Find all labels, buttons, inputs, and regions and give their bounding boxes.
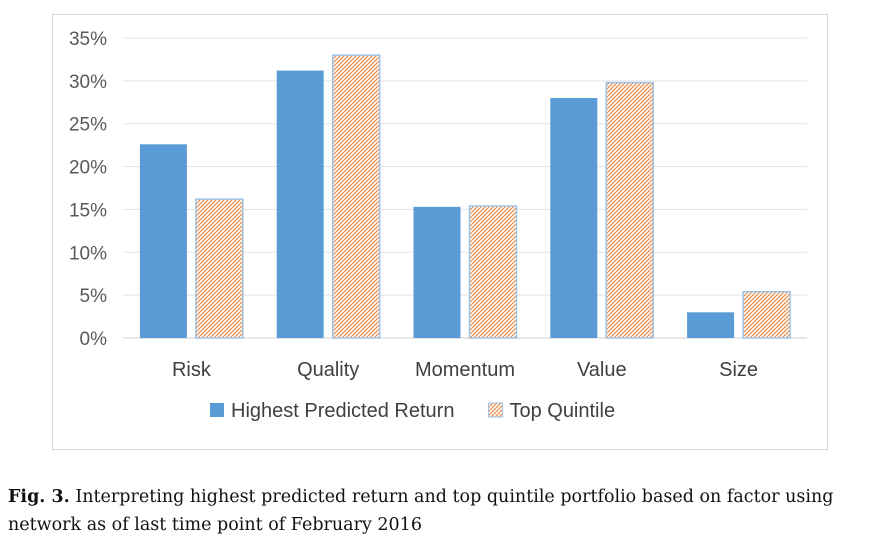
- y-tick-label: 10%: [69, 243, 107, 264]
- bar-chart: 0% 5% 10% 15% 20% 25% 30% 35% Risk Quality Moment…: [69, 29, 807, 422]
- bar-highest-predicted-return-risk: [139, 144, 187, 338]
- figure-caption: Fig. 3. Interpreting highest predicted r…: [8, 483, 878, 539]
- x-category-label: Risk: [172, 359, 212, 381]
- bar-highest-predicted-return-size: [687, 312, 735, 338]
- caption-label: Fig. 3.: [8, 487, 70, 507]
- x-category-label: Quality: [297, 359, 359, 381]
- bar-highest-predicted-return-value: [550, 98, 598, 338]
- legend: Highest Predicted Return Top Quintile: [210, 400, 615, 422]
- legend-label: Top Quintile: [509, 400, 615, 422]
- bar-top-quintile-quality: [331, 54, 381, 339]
- bar-highest-predicted-return-momentum: [413, 206, 461, 338]
- y-tick-label: 30%: [69, 72, 107, 93]
- y-tick-label: 20%: [69, 158, 107, 179]
- bars: [139, 54, 791, 339]
- bar-highest-predicted-return-quality: [276, 70, 324, 339]
- bar-top-quintile-momentum: [468, 205, 518, 339]
- bar-top-quintile-risk: [195, 198, 244, 339]
- bar-top-quintile-size: [742, 290, 791, 339]
- y-tick-label: 0%: [80, 329, 108, 350]
- x-category-label: Size: [719, 359, 758, 381]
- chart-frame: 0% 5% 10% 15% 20% 25% 30% 35% Risk Quality Moment…: [52, 14, 828, 450]
- y-tick-label: 25%: [69, 115, 107, 136]
- legend-swatch-top-quintile: [487, 402, 503, 418]
- x-axis-labels: Risk Quality Momentum Value Size: [172, 359, 758, 381]
- legend-label: Highest Predicted Return: [231, 400, 454, 422]
- y-tick-label: 15%: [69, 200, 107, 221]
- caption-text: Interpreting highest predicted return an…: [8, 487, 834, 535]
- bar-top-quintile-value: [605, 81, 655, 339]
- legend-swatch-highest-predicted-return: [210, 403, 224, 417]
- y-tick-label: 5%: [80, 286, 108, 307]
- y-tick-label: 35%: [69, 29, 107, 50]
- y-axis-ticks: 0% 5% 10% 15% 20% 25% 30% 35%: [69, 29, 107, 350]
- x-category-label: Momentum: [415, 359, 515, 381]
- x-category-label: Value: [577, 359, 627, 381]
